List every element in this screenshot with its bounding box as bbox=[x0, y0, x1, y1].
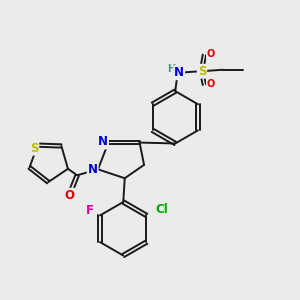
Text: H: H bbox=[167, 64, 175, 74]
Text: N: N bbox=[98, 136, 108, 148]
Text: S: S bbox=[198, 65, 206, 78]
Text: N: N bbox=[174, 66, 184, 79]
Text: N: N bbox=[88, 163, 98, 176]
Text: O: O bbox=[207, 79, 215, 89]
Text: F: F bbox=[86, 204, 94, 218]
Text: O: O bbox=[207, 49, 215, 59]
Text: O: O bbox=[64, 189, 74, 202]
Text: Cl: Cl bbox=[155, 203, 168, 216]
Text: S: S bbox=[30, 142, 38, 154]
